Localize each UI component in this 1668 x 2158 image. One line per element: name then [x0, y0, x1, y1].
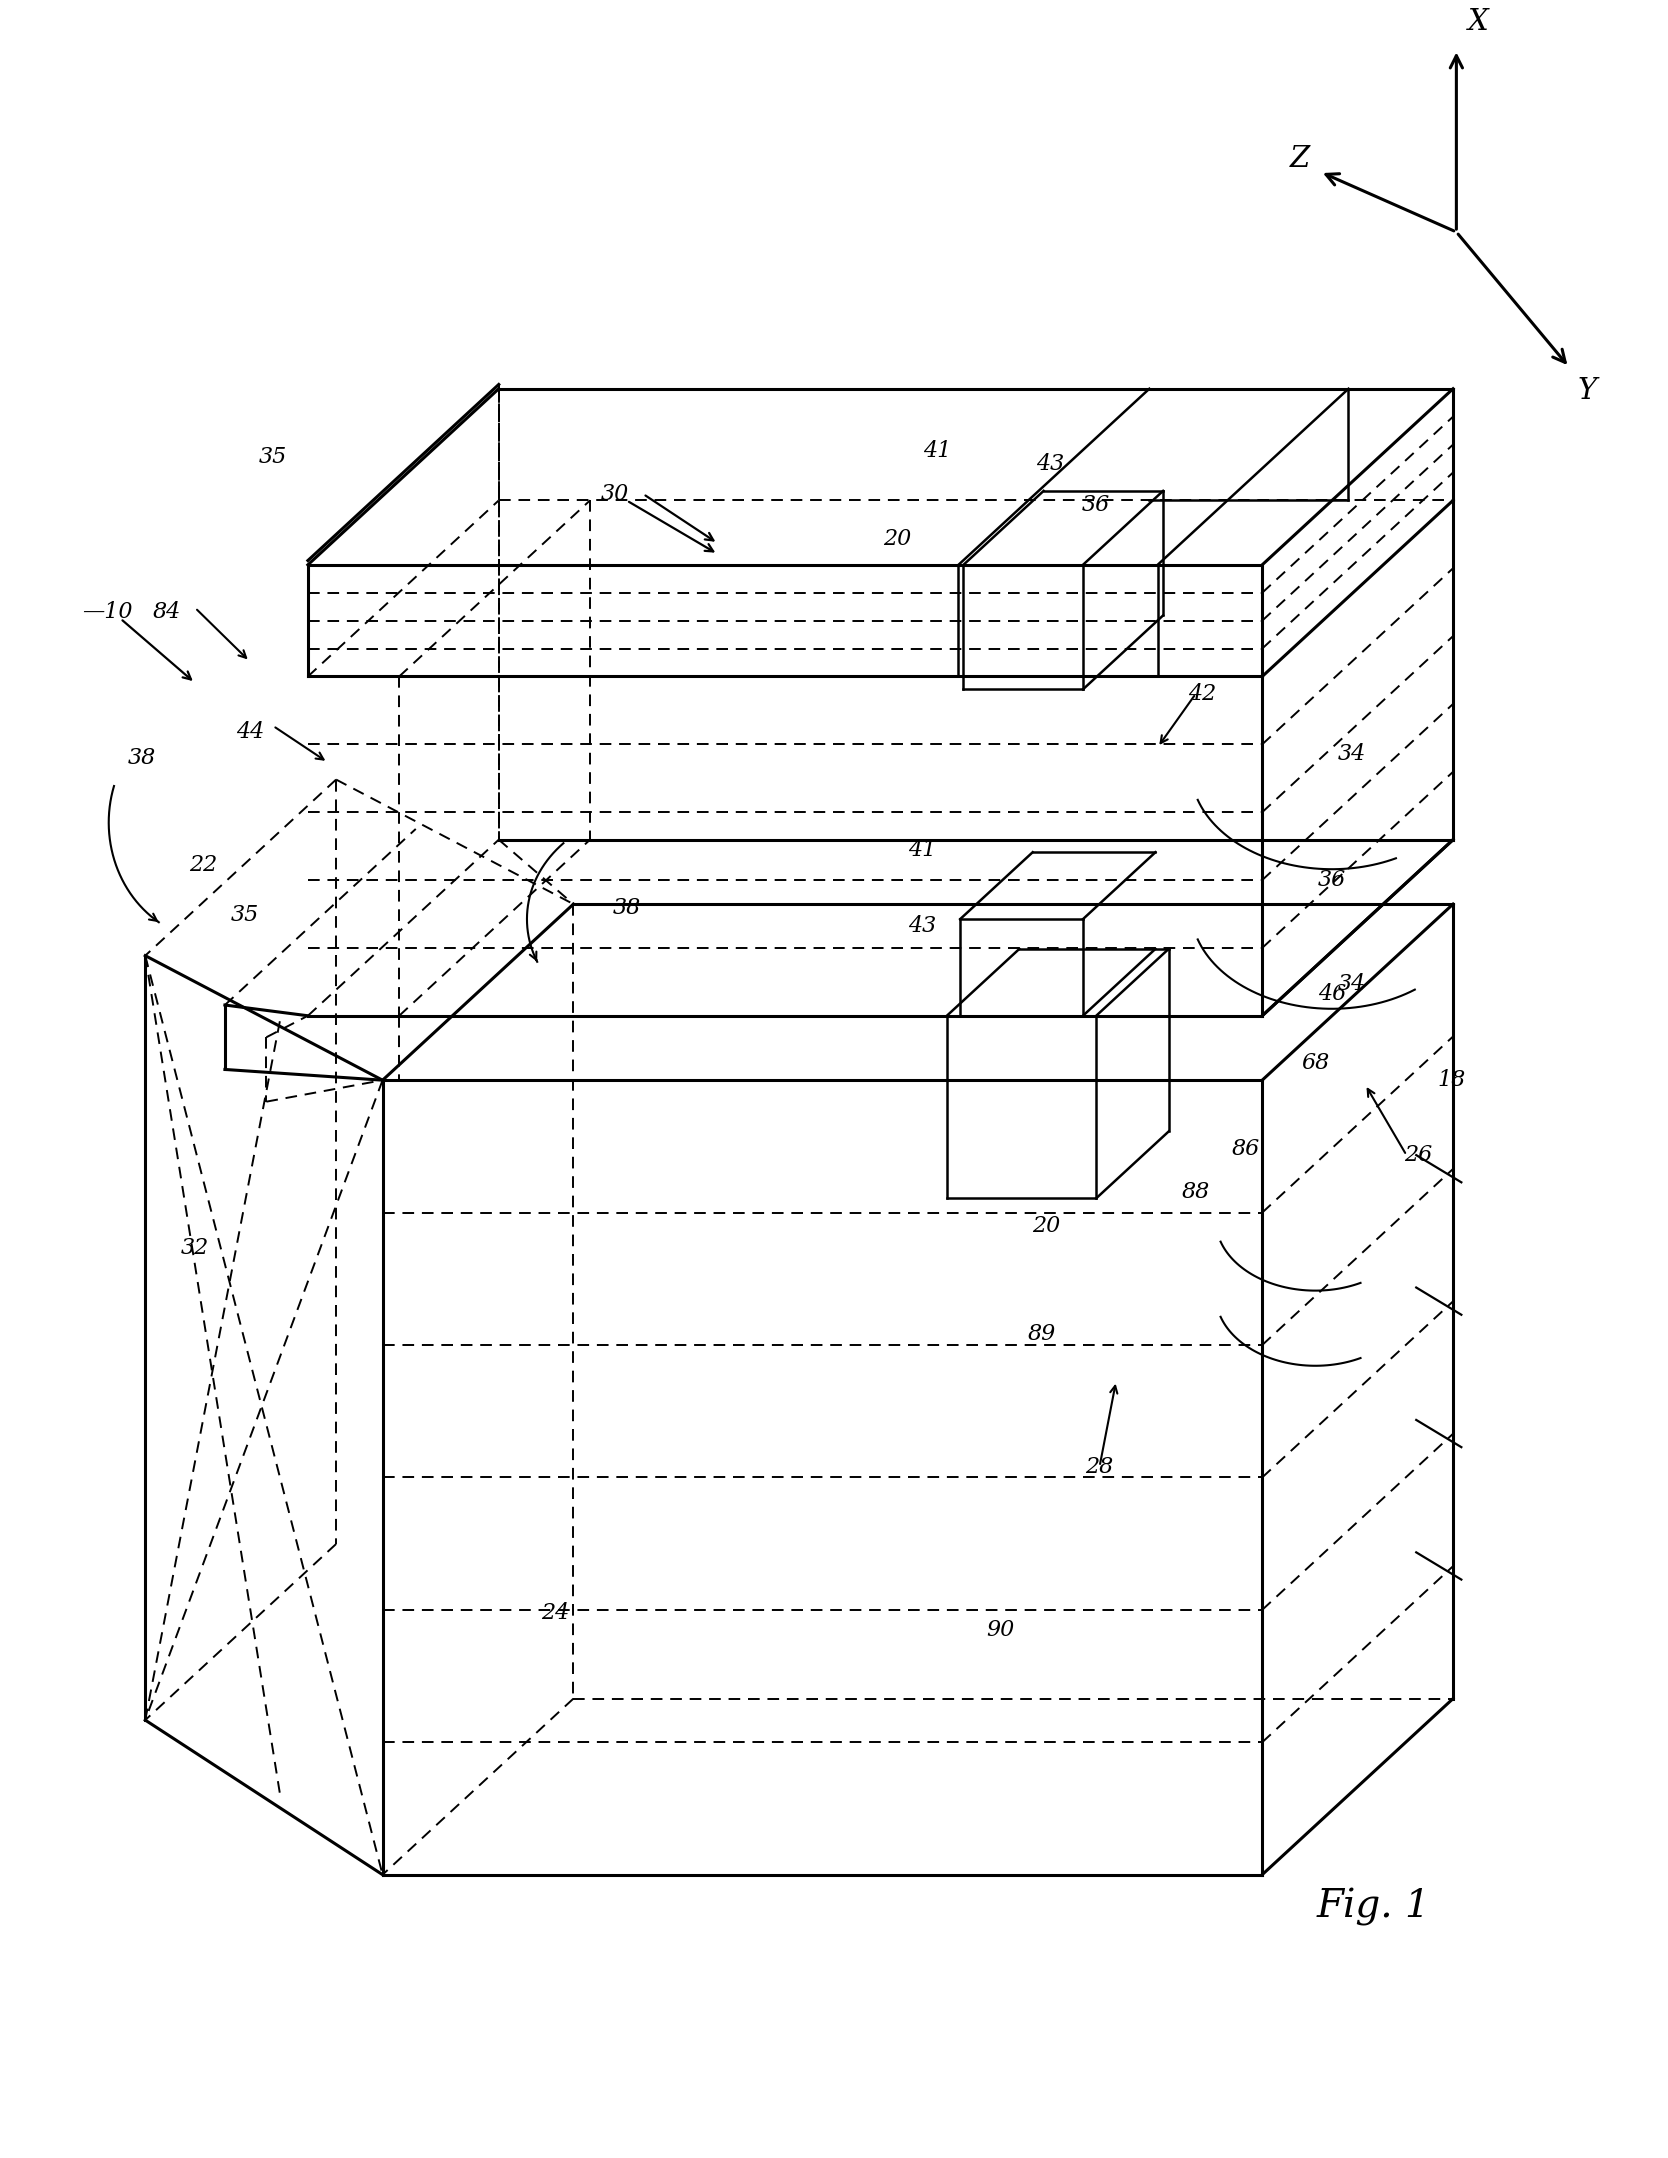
Text: —10: —10 [82, 602, 132, 624]
Text: 42: 42 [1188, 682, 1216, 706]
Text: 36: 36 [1083, 494, 1111, 516]
Text: 36: 36 [1318, 870, 1346, 891]
Text: 89: 89 [1027, 1323, 1056, 1344]
Text: 41: 41 [922, 440, 951, 462]
Text: 28: 28 [1086, 1457, 1114, 1478]
Text: 35: 35 [230, 904, 259, 926]
Text: 68: 68 [1301, 1051, 1329, 1075]
Text: 22: 22 [188, 855, 217, 876]
Text: Z: Z [1291, 145, 1311, 173]
Text: 90: 90 [986, 1618, 1014, 1640]
Text: 86: 86 [1231, 1137, 1259, 1159]
Text: 44: 44 [235, 721, 264, 742]
Text: 46: 46 [1318, 984, 1346, 1006]
Text: 35: 35 [259, 447, 287, 468]
Text: 20: 20 [1032, 1215, 1061, 1237]
Text: X: X [1468, 9, 1488, 35]
Text: 38: 38 [612, 898, 641, 919]
Text: 84: 84 [153, 602, 180, 624]
Text: Fig. 1: Fig. 1 [1316, 1888, 1429, 1925]
Text: 34: 34 [1338, 742, 1366, 764]
Text: 88: 88 [1181, 1180, 1209, 1202]
Text: 24: 24 [540, 1601, 569, 1623]
Text: 43: 43 [907, 915, 936, 937]
Text: 34: 34 [1338, 973, 1366, 995]
Text: 20: 20 [882, 529, 911, 550]
Text: Y: Y [1578, 378, 1598, 406]
Text: 41: 41 [907, 839, 936, 861]
Text: 43: 43 [1036, 453, 1064, 475]
Text: 30: 30 [600, 483, 629, 505]
Text: 18: 18 [1438, 1068, 1466, 1092]
Text: 26: 26 [1404, 1144, 1433, 1165]
Text: 32: 32 [180, 1237, 208, 1258]
Text: 38: 38 [128, 747, 157, 768]
